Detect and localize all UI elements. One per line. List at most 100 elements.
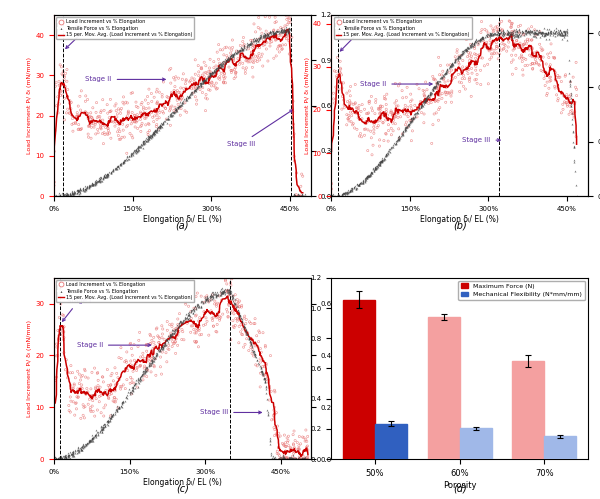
Point xyxy=(80,185,89,193)
Point xyxy=(149,93,159,101)
Point xyxy=(363,110,373,118)
Point xyxy=(288,455,298,463)
Point xyxy=(65,192,75,200)
Point xyxy=(351,109,361,117)
Point xyxy=(527,44,537,52)
Point xyxy=(196,74,205,82)
Point xyxy=(264,32,274,40)
Point xyxy=(260,30,270,38)
Point xyxy=(202,75,211,83)
Bar xyxy=(512,361,544,459)
Point xyxy=(219,78,229,86)
Point xyxy=(328,192,337,200)
Point xyxy=(150,354,160,362)
Point xyxy=(410,110,419,118)
Point xyxy=(550,29,560,37)
Point xyxy=(74,121,83,129)
Point xyxy=(113,132,123,140)
Point xyxy=(239,44,248,52)
Point xyxy=(283,437,293,445)
Point xyxy=(189,303,199,311)
Point xyxy=(225,53,235,61)
Point xyxy=(429,82,439,90)
Point xyxy=(85,436,94,444)
Point xyxy=(233,314,242,322)
Point xyxy=(93,382,103,390)
Point xyxy=(219,68,229,76)
Point xyxy=(346,187,355,195)
Point xyxy=(299,455,308,463)
Point xyxy=(217,289,226,297)
Point xyxy=(299,455,309,463)
Point xyxy=(406,102,416,110)
Point xyxy=(277,26,286,34)
Point xyxy=(405,118,415,126)
Point xyxy=(101,172,111,180)
Point xyxy=(98,373,107,381)
Point xyxy=(162,336,172,344)
Point xyxy=(59,190,69,198)
Point xyxy=(88,120,98,128)
Point xyxy=(499,30,509,38)
Point xyxy=(172,106,182,114)
Point xyxy=(279,455,289,463)
Point xyxy=(293,192,302,200)
Point xyxy=(88,434,97,442)
Point xyxy=(527,23,536,31)
Point xyxy=(560,30,570,38)
Point xyxy=(491,23,500,31)
Point xyxy=(279,455,289,463)
Point xyxy=(97,428,106,436)
Point xyxy=(415,104,424,112)
Point xyxy=(98,140,108,148)
Point xyxy=(53,326,62,334)
Point xyxy=(66,105,76,113)
Point xyxy=(295,433,304,441)
Point xyxy=(214,63,223,71)
Point xyxy=(95,119,104,127)
Point xyxy=(266,28,275,36)
Point xyxy=(260,30,269,38)
Point xyxy=(62,191,71,199)
Point xyxy=(380,108,390,116)
Point xyxy=(374,122,383,130)
Point xyxy=(557,29,566,37)
Point xyxy=(278,24,288,32)
Legend: Load Increment vs % Elongation, Tensile Force vs % Elongation, 15 per. Mov. Avg.: Load Increment vs % Elongation, Tensile … xyxy=(56,280,194,302)
Point xyxy=(97,426,107,434)
Point xyxy=(209,65,219,73)
Point xyxy=(76,106,85,114)
Point xyxy=(209,58,218,66)
Point xyxy=(126,339,136,347)
Point xyxy=(101,390,110,398)
Point xyxy=(463,43,473,51)
Point xyxy=(279,26,289,34)
Point xyxy=(371,163,380,171)
Point xyxy=(229,50,239,58)
Point xyxy=(241,57,251,65)
Point xyxy=(215,63,225,71)
Point xyxy=(487,29,496,37)
Point xyxy=(490,29,500,37)
Point xyxy=(104,416,113,424)
Point xyxy=(177,325,187,333)
Point xyxy=(94,129,103,137)
Point xyxy=(128,149,138,157)
Point xyxy=(284,25,293,33)
Point xyxy=(59,192,68,200)
Point xyxy=(445,64,454,72)
Point xyxy=(249,319,259,327)
Point xyxy=(287,33,296,41)
Point xyxy=(158,345,168,353)
Point xyxy=(124,107,133,115)
Point xyxy=(560,31,569,39)
Point xyxy=(108,397,118,405)
Point xyxy=(376,104,385,112)
X-axis label: Elongation δₗ/ EL (%): Elongation δₗ/ EL (%) xyxy=(143,215,222,224)
Point xyxy=(498,32,508,40)
Point xyxy=(57,327,67,335)
Point xyxy=(463,53,472,61)
Point xyxy=(167,329,176,337)
Point xyxy=(482,27,491,35)
Point xyxy=(107,117,116,125)
